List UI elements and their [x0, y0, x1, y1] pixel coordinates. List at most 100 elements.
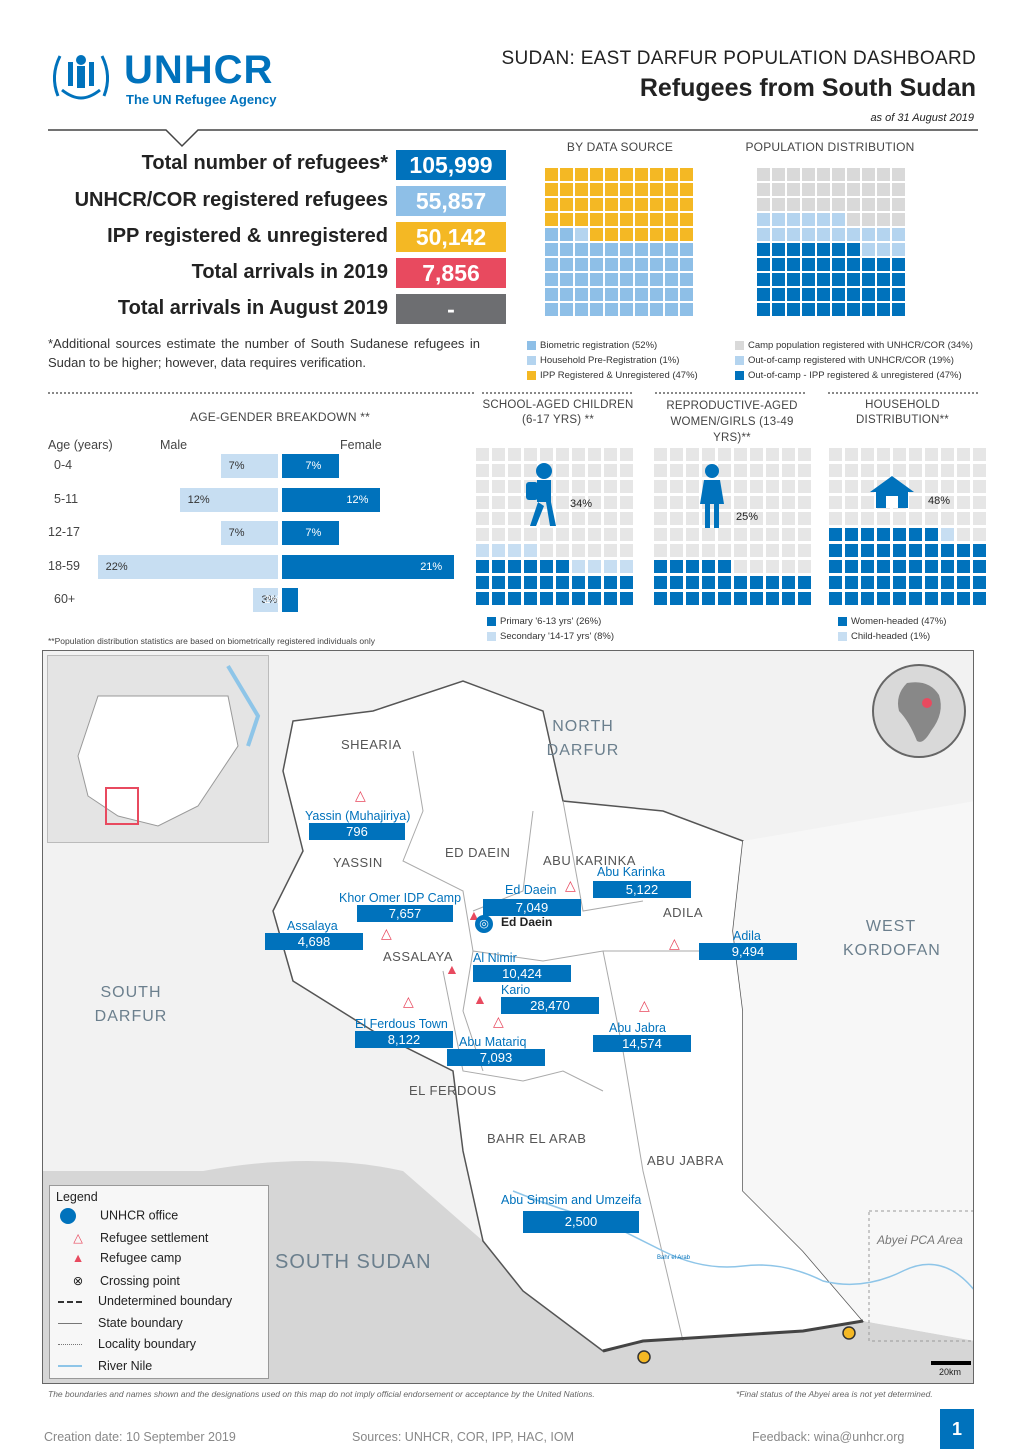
waffle-cell: [508, 464, 521, 477]
waffle-cell: [590, 228, 603, 241]
data-source-legend: Biometric registration (52%) Household P…: [527, 338, 698, 383]
waffle-cell: [620, 496, 633, 509]
waffle-cell: [492, 576, 505, 589]
legend-row: River Nile: [56, 1359, 262, 1381]
waffle-cell: [845, 480, 858, 493]
waffle-cell: [476, 496, 489, 509]
waffle-cell: [798, 544, 811, 557]
waffle-cell: [734, 512, 747, 525]
waffle-cell: [957, 448, 970, 461]
male-bar: [220, 454, 278, 478]
waffle-cell: [757, 213, 770, 226]
waffle-school: [476, 448, 636, 608]
waffle-cell: [772, 168, 785, 181]
waffle-cell: [892, 168, 905, 181]
waffle-cell: [941, 464, 954, 477]
waffle-cell: [524, 560, 537, 573]
waffle-cell: [829, 496, 842, 509]
waffle-cell: [750, 544, 763, 557]
waffle-cell: [588, 528, 601, 541]
waffle-cell: [893, 512, 906, 525]
waffle-cell: [957, 592, 970, 605]
waffle-cell: [941, 560, 954, 573]
waffle-cell: [654, 480, 667, 493]
waffle-cell: [620, 303, 633, 316]
waffle-cell: [476, 576, 489, 589]
waffle-cell: [877, 528, 890, 541]
waffle-cell: [909, 512, 922, 525]
waffle-cell: [620, 168, 633, 181]
waffle-cell: [572, 528, 585, 541]
waffle-cell: [893, 464, 906, 477]
legend-item: Biometric registration (52%): [527, 338, 698, 353]
waffle-cell: [718, 512, 731, 525]
waffle-cell: [604, 496, 617, 509]
waffle-cell: [787, 273, 800, 286]
waffle-cell: [650, 168, 663, 181]
waffle-cell: [862, 168, 875, 181]
waffle-cell: [782, 576, 795, 589]
waffle-cell: [957, 528, 970, 541]
waffle-cell: [572, 544, 585, 557]
waffle-cell: [892, 258, 905, 271]
waffle-cell: [832, 228, 845, 241]
waffle-cell: [798, 480, 811, 493]
waffle-cell: [798, 464, 811, 477]
waffle-cell: [670, 448, 683, 461]
waffle-cell: [909, 464, 922, 477]
waffle-cell: [802, 228, 815, 241]
legend-item: IPP Registered & Unregistered (47%): [527, 368, 698, 383]
logo-tagline: The UN Refugee Agency: [126, 92, 277, 107]
waffle-cell: [925, 576, 938, 589]
waffle-cell: [847, 288, 860, 301]
site-name: Khor Omer IDP Camp: [339, 891, 462, 905]
waffle-cell: [560, 198, 573, 211]
header-divider: [48, 129, 978, 148]
site-name: Ed Daein: [505, 883, 557, 897]
waffle-cell: [588, 512, 601, 525]
waffle-cell: [787, 303, 800, 316]
logo-name: UNHCR: [124, 48, 274, 92]
waffle-cell: [572, 464, 585, 477]
waffle-cell: [665, 258, 678, 271]
waffle-cell: [817, 258, 830, 271]
settlement-marker-icon: △: [493, 1013, 504, 1029]
locality-label: ED DAEIN: [445, 845, 511, 860]
waffle-cell: [476, 512, 489, 525]
waffle-cell: [718, 592, 731, 605]
waffle-cell: [861, 496, 874, 509]
waffle-cell: [893, 560, 906, 573]
waffle-cell: [892, 273, 905, 286]
age-gender-title: AGE-GENDER BREAKDOWN **: [190, 410, 370, 424]
waffle-cell: [757, 258, 770, 271]
waffle-cell: [524, 592, 537, 605]
waffle-cell: [734, 448, 747, 461]
waffle-cell: [861, 560, 874, 573]
waffle-cell: [847, 243, 860, 256]
waffle-cell: [654, 592, 667, 605]
waffle-cell: [508, 448, 521, 461]
inset-sudan-outline: [77, 664, 261, 827]
waffle-cell: [665, 288, 678, 301]
population-distribution-title: POPULATION DISTRIBUTION: [745, 140, 915, 154]
waffle-cell: [654, 464, 667, 477]
waffle-cell: [925, 560, 938, 573]
stat-value: -: [396, 294, 506, 324]
household-legend: Women-headed (47%) Child-headed (1%): [838, 614, 946, 644]
waffle-cell: [604, 544, 617, 557]
waffle-cell: [686, 464, 699, 477]
waffle-cell: [772, 198, 785, 211]
waffle-cell: [802, 243, 815, 256]
waffle-cell: [605, 183, 618, 196]
waffle-cell: [575, 198, 588, 211]
waffle-cell: [575, 168, 588, 181]
waffle-cell: [909, 560, 922, 573]
waffle-cell: [476, 592, 489, 605]
waffle-cell: [925, 496, 938, 509]
waffle-cell: [604, 464, 617, 477]
waffle-cell: [829, 528, 842, 541]
waffle-cell: [654, 528, 667, 541]
feedback-link[interactable]: Feedback: wina@unhcr.org: [752, 1430, 905, 1444]
waffle-cell: [734, 480, 747, 493]
waffle-cell: [604, 576, 617, 589]
